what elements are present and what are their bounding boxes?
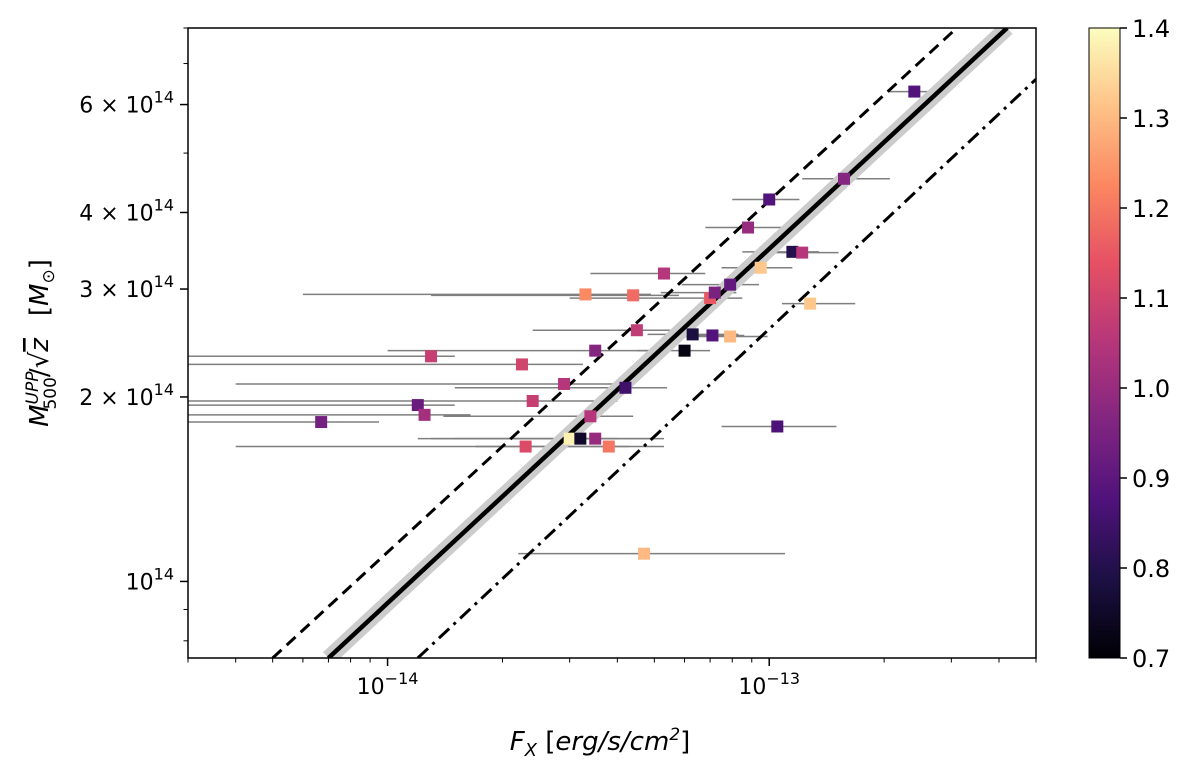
data-point <box>519 440 532 453</box>
y-axis: 1014 2 × 1014 3 × 1014 4 × 1014 6 × 1014 <box>79 27 188 642</box>
x-tick-label: 10−13 <box>738 669 800 700</box>
data-point <box>418 408 431 421</box>
data-point <box>638 547 651 560</box>
data-point <box>315 416 328 429</box>
colorbar-tick-label: 1.4 <box>1132 15 1170 43</box>
x-tick-label: 10−14 <box>357 669 419 700</box>
data-point <box>425 350 438 363</box>
colorbar-tick-label: 0.8 <box>1132 555 1170 583</box>
data-point <box>411 399 424 412</box>
data-point <box>678 344 691 357</box>
data-point <box>584 410 597 423</box>
data-point <box>763 193 776 206</box>
data-point <box>724 330 737 343</box>
data-point <box>754 261 767 274</box>
data-point <box>837 172 850 185</box>
y-tick-label: 1014 <box>126 564 174 595</box>
data-point <box>657 267 670 280</box>
data-point <box>526 394 539 407</box>
colorbar-gradient <box>1088 27 1121 659</box>
data-point <box>708 286 721 299</box>
y-axis-title: MUPP500/√z[M⊙] <box>23 259 61 427</box>
plot-frame <box>187 27 1037 659</box>
data-point <box>724 278 737 291</box>
data-point <box>589 432 602 445</box>
data-point <box>558 377 571 390</box>
best-fit-line <box>326 28 1009 658</box>
plot-area <box>187 27 1037 659</box>
data-point <box>627 289 640 302</box>
y-tick-label: 2 × 1014 <box>79 380 174 411</box>
error-bars <box>188 90 940 555</box>
colorbar: 0.7 0.8 0.9 1.0 1.1 1.2 1.3 1.4 <box>1088 15 1170 673</box>
fit-lines <box>271 28 1036 658</box>
data-point <box>515 358 528 371</box>
colorbar-tick-label: 0.7 <box>1132 645 1170 673</box>
colorbar-ticks: 0.7 0.8 0.9 1.0 1.1 1.2 1.3 1.4 <box>1120 15 1170 673</box>
data-point <box>796 246 809 259</box>
y-tick-label: 3 × 1014 <box>79 272 174 303</box>
data-point <box>786 245 799 258</box>
lower-scatter-line <box>416 78 1036 658</box>
data-point <box>589 344 602 357</box>
x-axis: 10−14 10−13 <box>187 658 1037 700</box>
y-tick-label: 6 × 1014 <box>79 88 174 119</box>
data-point <box>574 432 587 445</box>
data-point <box>908 85 921 98</box>
y-tick-label: 4 × 1014 <box>79 195 174 226</box>
upper-scatter-line <box>271 28 958 658</box>
data-markers <box>315 85 921 560</box>
data-point <box>602 440 615 453</box>
data-point <box>630 324 643 337</box>
x-axis-title: FX [erg/s/cm2] <box>510 725 691 761</box>
data-point <box>563 432 576 445</box>
colorbar-tick-label: 1.1 <box>1132 285 1170 313</box>
data-point <box>771 420 784 433</box>
data-point <box>742 221 755 234</box>
data-point <box>579 288 592 301</box>
data-point <box>804 297 817 310</box>
data-point <box>619 381 632 394</box>
data-point <box>686 328 699 341</box>
data-point <box>706 329 719 342</box>
colorbar-tick-label: 1.2 <box>1132 195 1170 223</box>
colorbar-tick-label: 0.9 <box>1132 465 1170 493</box>
colorbar-tick-label: 1.0 <box>1132 375 1170 403</box>
colorbar-tick-label: 1.3 <box>1132 105 1170 133</box>
